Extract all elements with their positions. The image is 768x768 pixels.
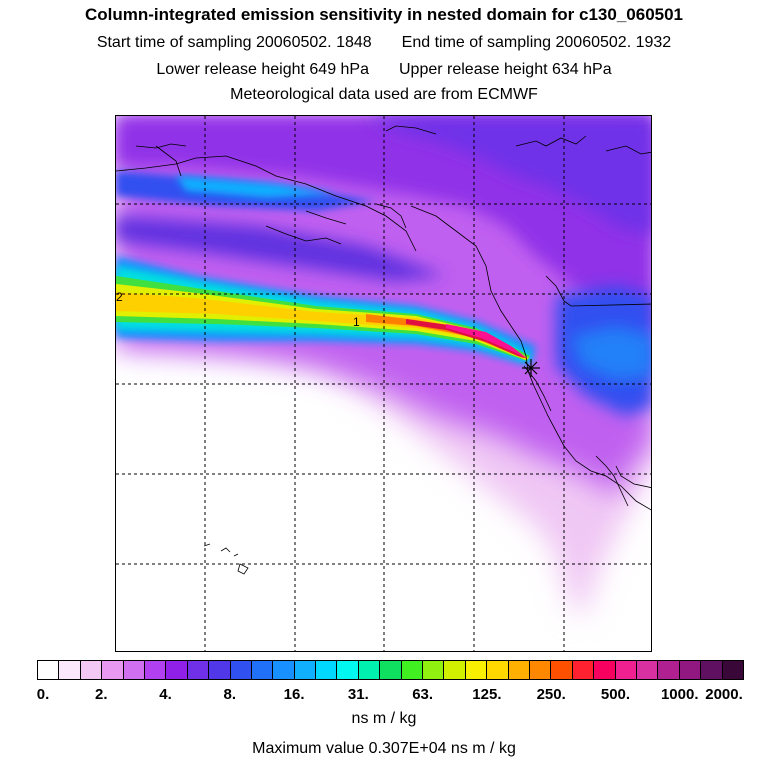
- colorbar-segment: [423, 661, 445, 679]
- colorbar-segment: [144, 661, 167, 679]
- colorbar-tick-label: 16.: [283, 686, 305, 703]
- colorbar-tick-label: 31.: [347, 686, 369, 703]
- colorbar-segment: [636, 661, 659, 679]
- colorbar-segment: [722, 661, 743, 679]
- start-time-label: Start time of sampling 20060502. 1848: [96, 34, 372, 51]
- colorbar-tick-label: 8.: [223, 686, 237, 703]
- maximum-value-label: Maximum value 0.307E+04 ns m / kg: [252, 740, 516, 757]
- colorbar-segment: [594, 661, 616, 679]
- colorbar-segment: [294, 661, 317, 679]
- colorbar-tick-label: 2.: [95, 686, 108, 703]
- colorbar-segment: [102, 661, 124, 679]
- release-height-row: Lower release height 649 hPa Upper releas…: [0, 61, 768, 79]
- plot-title: Column-integrated emission sensitivity i…: [84, 5, 684, 24]
- colorbar: [37, 660, 744, 680]
- contour-label-2: 2: [116, 290, 123, 304]
- end-time-label: End time of sampling 20060502. 1932: [401, 34, 672, 51]
- colorbar-tick-label: 500.: [600, 686, 631, 703]
- colorbar-segment: [123, 661, 145, 679]
- colorbar-segment: [251, 661, 274, 679]
- colorbar-segment: [316, 661, 338, 679]
- colorbar-tick-label: 4.: [159, 686, 172, 703]
- emission-sensitivity-map: 1 2: [115, 115, 652, 652]
- lower-release-height-label: Lower release height 649 hPa: [156, 61, 369, 78]
- sampling-time-row: Start time of sampling 20060502. 1848 End…: [0, 34, 768, 52]
- colorbar-segment: [529, 661, 552, 679]
- colorbar-segment: [465, 661, 488, 679]
- colorbar-segment: [572, 661, 595, 679]
- colorbar-segment: [187, 661, 210, 679]
- release-point-icon: [522, 359, 540, 377]
- upper-release-height-label: Upper release height 634 hPa: [399, 61, 612, 78]
- colorbar-segment: [59, 661, 81, 679]
- colorbar-segment: [337, 661, 359, 679]
- colorbar-tick-label: 1000.: [660, 686, 699, 703]
- colorbar-segment: [80, 661, 103, 679]
- met-data-label: Meteorological data used are from ECMWF: [230, 86, 538, 103]
- colorbar-tick-label: 0.: [36, 686, 50, 703]
- colorbar-segment: [615, 661, 637, 679]
- colorbar-tick-label: 63.: [412, 686, 434, 703]
- colorbar-units-label: ns m / kg: [351, 710, 417, 727]
- colorbar-segment: [551, 661, 573, 679]
- colorbar-tick-labels: 0. 2. 4. 8. 16. 31. 63. 125. 250. 500. 1000. 2000.: [0, 686, 768, 706]
- colorbar-segment: [273, 661, 295, 679]
- colorbar-segment: [658, 661, 680, 679]
- colorbar-segment: [230, 661, 252, 679]
- colorbar-segment: [508, 661, 530, 679]
- colorbar-segment: [380, 661, 402, 679]
- colorbar-segment: [401, 661, 424, 679]
- coastlines: [116, 125, 651, 575]
- colorbar-segment: [358, 661, 381, 679]
- colorbar-segment: [701, 661, 723, 679]
- colorbar-tick-label: 125.: [472, 686, 502, 703]
- colorbar-segment: [166, 661, 188, 679]
- colorbar-tick-label: 250.: [536, 686, 566, 703]
- contour-label-1: 1: [353, 315, 360, 329]
- colorbar-segment: [487, 661, 509, 679]
- colorbar-segment: [209, 661, 231, 679]
- colorbar-segment: [444, 661, 466, 679]
- colorbar-segment: [679, 661, 702, 679]
- sensitivity-plume: [116, 256, 536, 366]
- colorbar-segment: [38, 661, 60, 679]
- colorbar-tick-label: 2000.: [705, 686, 743, 703]
